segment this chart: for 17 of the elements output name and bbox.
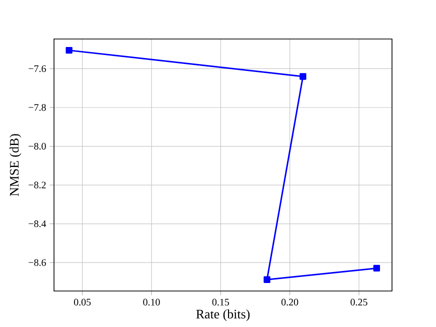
x-tick-label: 0.20 — [281, 298, 298, 306]
x-tick-label: 0.10 — [143, 298, 160, 306]
point — [264, 276, 270, 283]
y-tick-label: −8.2 — [28, 182, 46, 188]
point — [373, 264, 380, 272]
y-tick-label: −7.6 — [28, 65, 46, 72]
point — [66, 46, 72, 54]
y-tick-label: −8.0 — [28, 142, 46, 150]
x-tick-label: 0.25 — [350, 298, 368, 306]
y-axis-title: NMSE (dB) — [10, 134, 22, 196]
x-tick-label: 0.05 — [74, 298, 91, 306]
y-tick-label: −8.4 — [28, 220, 46, 228]
y-tick-label: −7.8 — [28, 104, 46, 111]
y-tick-label: −8.6 — [28, 259, 46, 266]
x-axis-title: Rate (bits) — [196, 309, 250, 322]
x-tick-label: 0.15 — [212, 298, 229, 306]
point — [300, 73, 306, 80]
